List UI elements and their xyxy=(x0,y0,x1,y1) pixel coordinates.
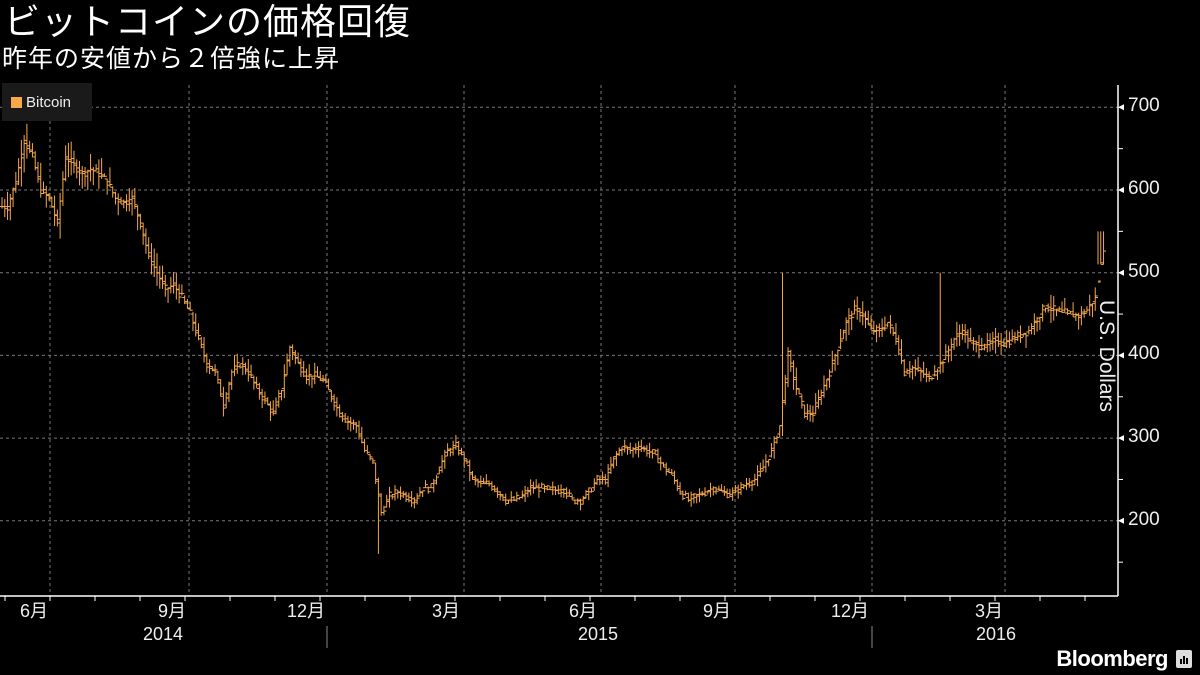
y-tick-label: 300 xyxy=(1128,426,1160,448)
bloomberg-chart-icon xyxy=(1176,650,1192,668)
x-tick-label: 6月 xyxy=(19,601,48,621)
y-tick-label: 500 xyxy=(1128,260,1160,282)
y-tick-label: 700 xyxy=(1128,95,1160,117)
chart-title: ビットコインの価格回復 xyxy=(4,2,412,43)
x-tick-label: 3月 xyxy=(431,601,460,621)
x-tick-label: 3月 xyxy=(974,601,1003,621)
x-year-label: 2014 xyxy=(142,624,184,644)
x-tick-label: 9月 xyxy=(157,601,186,621)
x-year-label: 2015 xyxy=(577,624,619,644)
y-tick-label: 200 xyxy=(1128,508,1160,530)
gridlines xyxy=(0,85,1118,596)
x-tick-label: 12月 xyxy=(286,601,325,621)
axes xyxy=(0,85,1124,648)
legend-swatch-icon xyxy=(11,96,22,108)
x-tick-label: 6月 xyxy=(568,601,597,621)
legend-label: Bitcoin xyxy=(26,93,72,111)
x-year-label: 2016 xyxy=(975,624,1017,644)
x-tick-label: 12月 xyxy=(830,601,869,621)
y-tick-label: 600 xyxy=(1128,178,1160,199)
x-tick-label: 9月 xyxy=(702,601,731,621)
y-tick-label: 400 xyxy=(1128,343,1160,365)
y-axis-label: U.S. Dollars xyxy=(1095,300,1118,413)
ohlc-series xyxy=(0,123,1107,554)
chart-subtitle: 昨年の安値から２倍強に上昇 xyxy=(2,44,341,73)
legend: Bitcoin xyxy=(2,83,92,121)
bloomberg-logo: Bloomberg xyxy=(1056,646,1168,671)
